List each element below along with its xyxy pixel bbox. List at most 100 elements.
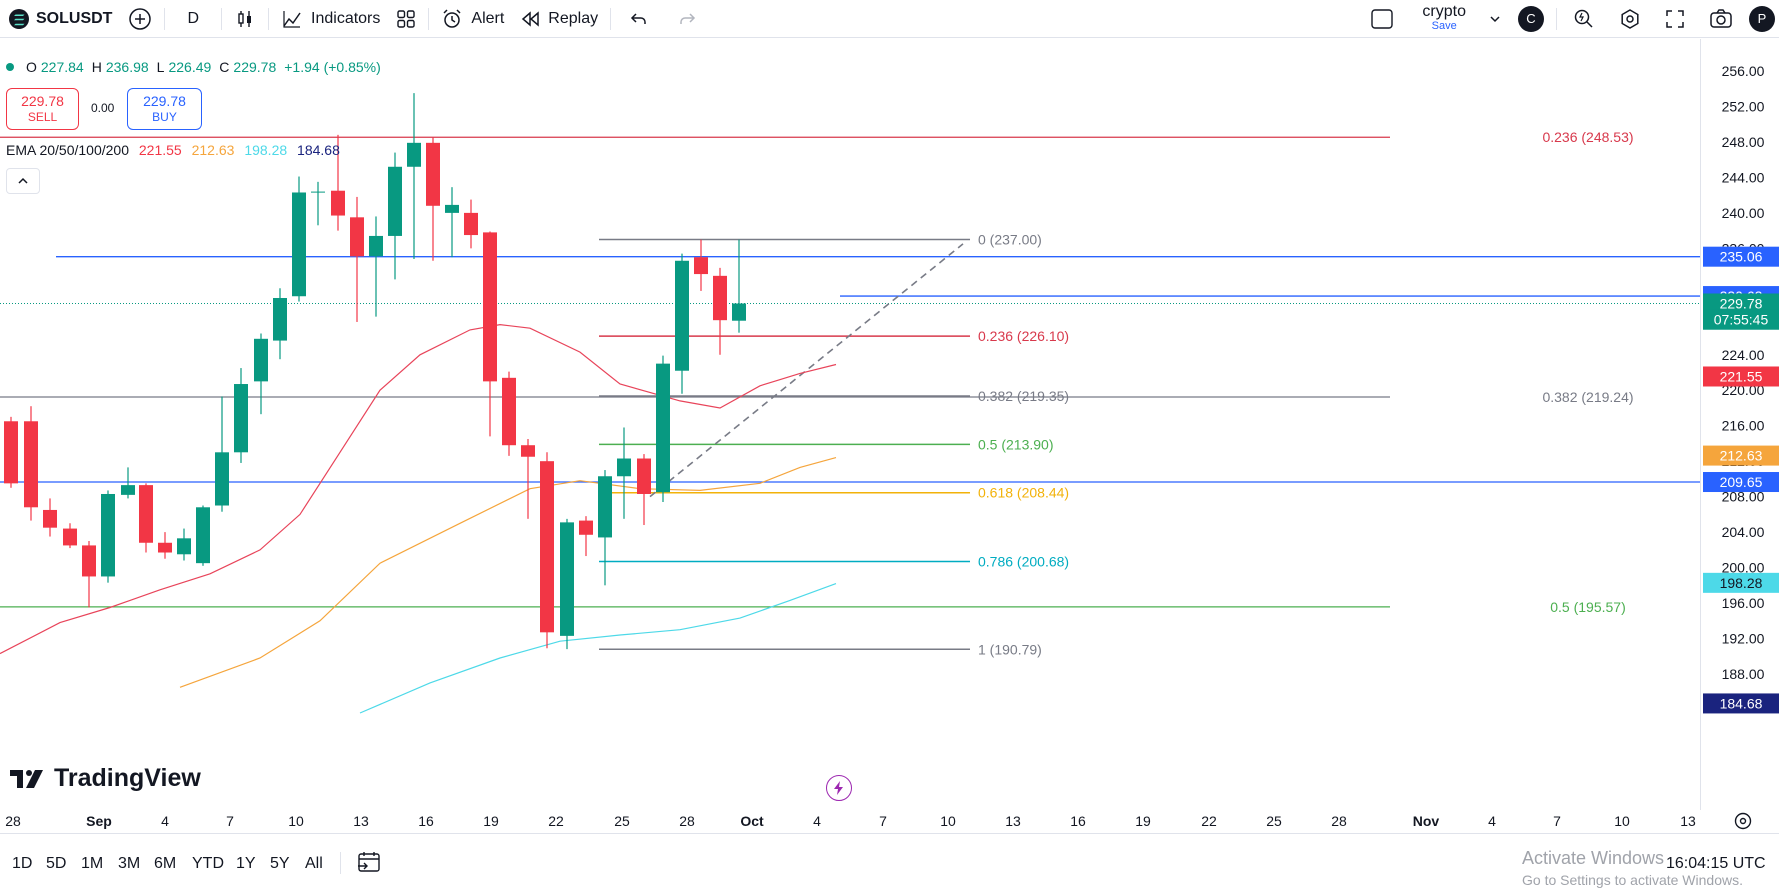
candle [445,187,459,258]
candle-body [560,522,574,636]
ema-legend[interactable]: EMA 20/50/100/200 221.55 212.63 198.28 1… [6,142,340,158]
price-chart[interactable]: 0.236 (248.53) 0.382 (219.24) 0.5 (195.57)… [0,39,1700,810]
utc-clock[interactable]: 16:04:15 UTC [1666,855,1766,872]
range-button-ytd[interactable]: YTD [192,855,224,872]
candle-body [732,303,746,321]
candle [331,134,345,231]
ema200-value: 184.68 [297,142,340,158]
price-axis-ticks: 256.00252.00248.00244.00240.00236.00224.… [1703,63,1779,714]
candle [407,93,421,259]
ema-line-1 [179,457,837,688]
settings-button[interactable] [1607,0,1653,38]
range-button-5y[interactable]: 5Y [270,855,290,872]
redo-button[interactable] [663,0,711,38]
time-tick-label: 7 [1553,813,1561,829]
activate-windows-title: Activate Windows [1522,848,1665,868]
candle [637,454,651,526]
indicators-label: Indicators [311,9,381,27]
ema20-value: 221.55 [138,142,182,158]
price-tag-label: 184.68 [1720,695,1763,711]
candle-body [273,298,287,341]
range-button-5d[interactable]: 5D [46,855,67,872]
candle-body [445,204,459,213]
buy-price: 229.78 [143,93,186,109]
time-tick-label: 22 [1201,813,1217,829]
layout-menu-button[interactable] [1480,0,1510,38]
candle [369,216,383,317]
quick-search-button[interactable] [1561,0,1607,38]
price-tick-label: 208.00 [1722,489,1765,505]
price-tick-label: 244.00 [1722,169,1765,185]
compare-symbol-button[interactable] [120,0,160,38]
candle-body [637,458,651,494]
time-tick-label: Nov [1413,813,1440,829]
price-tag-label: 209.65 [1720,474,1763,490]
buy-button[interactable]: 229.78 BUY [127,88,202,130]
range-button-1y[interactable]: 1Y [236,855,256,872]
time-tick-label: 16 [418,813,434,829]
sell-label: SELL [27,110,58,124]
candle-body [4,421,18,484]
candle-body [101,493,115,577]
interval-button[interactable]: D [169,0,217,38]
lightning-search-icon [1573,8,1595,30]
alert-label: Alert [471,9,505,27]
templates-button[interactable] [388,0,424,38]
candle-body [139,485,153,543]
time-axis-ticks: 28 Sep 4 7 10 13 16 19 22 25 28 Oct 4 7 10 13 16 19 22 25 28… [5,813,1696,829]
top-toolbar: SOLUSDT D Indicators Alert Replay crypto… [0,0,1779,38]
price-tag-bg [1703,572,1779,593]
price-tick-label: 256.00 [1722,63,1765,79]
event-marker[interactable] [826,775,852,801]
time-tick-label: 13 [353,813,369,829]
candle [234,368,248,463]
spread-value: 0.00 [91,101,115,115]
time-tick-label: 10 [940,813,956,829]
layout-name: crypto [1422,2,1466,20]
layout-toggle-button[interactable] [1356,0,1408,38]
range-button-1d[interactable]: 1D [12,855,33,872]
layout-name-button[interactable]: crypto Save [1408,0,1480,38]
divider [428,7,430,30]
time-tick-label: 22 [548,813,564,829]
price-tag-bg [1703,445,1779,466]
undo-button[interactable] [615,0,663,38]
indicators-button[interactable]: Indicators [273,0,388,38]
bottom-toolbar [0,833,1779,893]
chart-type-button[interactable] [226,0,264,38]
chevron-down-icon [1488,12,1502,26]
account-button[interactable]: C [1510,0,1552,38]
ema-title: EMA 20/50/100/200 [6,142,129,158]
replay-button[interactable]: Replay [512,0,606,38]
price-axis[interactable]: 256.00252.00248.00244.00240.00236.00224.… [1700,39,1779,810]
collapse-legend-button[interactable] [6,168,40,194]
range-button-all[interactable]: All [305,855,323,872]
candle [732,239,746,333]
goto-date-button[interactable] [356,850,382,879]
candle [215,396,229,512]
fullscreen-button[interactable] [1653,0,1697,38]
close-value: 229.78 [233,59,277,75]
candle-body [713,275,727,321]
alert-button[interactable]: Alert [433,0,512,38]
range-button-1m[interactable]: 1M [81,855,104,872]
candle [713,267,727,355]
snapshot-button[interactable] [1697,0,1745,38]
chevron-up-icon [17,175,29,187]
sell-button[interactable]: 229.78 SELL [6,88,79,130]
fib-short-label: 0.618 (208.44) [978,485,1069,501]
price-tag-bg [1703,366,1779,387]
price-tag-bg [1703,293,1779,314]
candle-body [502,377,516,446]
time-axis-settings-button[interactable] [1733,811,1753,836]
candle-body [292,192,306,297]
candle-body [579,520,593,535]
time-axis[interactable]: 28 Sep 4 7 10 13 16 19 22 25 28 Oct 4 7 10 13 16 19 22 25 28… [0,810,1779,832]
close-label: C [219,59,230,75]
time-tick-label: 7 [879,813,887,829]
range-button-3m[interactable]: 3M [118,855,141,872]
publish-button[interactable]: P [1745,0,1779,38]
chart-pane[interactable]: 0.236 (248.53) 0.382 (219.24) 0.5 (195.57)… [0,39,1700,810]
range-button-6m[interactable]: 6M [154,855,177,872]
symbol-search[interactable]: SOLUSDT [0,0,120,38]
